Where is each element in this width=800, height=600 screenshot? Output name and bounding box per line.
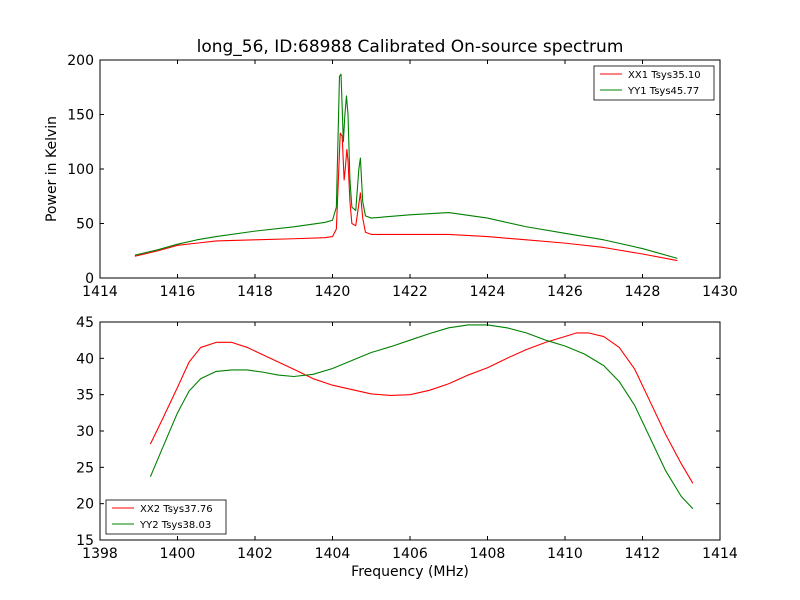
- top-legend: XX1 Tsys35.10 YY1 Tsys45.77: [593, 65, 715, 101]
- bottom-panel-ticks: 1398 1400 1402 1404 1406 1408 1410 1412 1414 15 20…: [76, 315, 738, 562]
- bottom-y-tick-label: 40: [76, 351, 94, 367]
- bottom-x-tick-label: 1398: [82, 546, 118, 562]
- bottom-series-line-2: [149, 324, 694, 510]
- top-x-tick-label: 1418: [237, 284, 273, 300]
- top-series-line-1: [134, 132, 678, 262]
- bottom-x-tick-label: 1414: [702, 546, 738, 562]
- top-x-tick-label: 1420: [315, 284, 351, 300]
- top-panel: 1414 1416 1418 1420 1422 1424 1426 1428 1430 0 50 1…: [44, 53, 738, 300]
- top-x-tick-label: 1422: [392, 284, 428, 300]
- top-x-tick-label: 1428: [625, 284, 661, 300]
- bottom-x-tick-label: 1412: [625, 546, 661, 562]
- bottom-x-tick-label: 1410: [547, 546, 583, 562]
- bottom-legend: XX2 Tsys37.76 YY2 Tsys38.03: [105, 499, 227, 535]
- top-y-tick-label: 200: [67, 53, 94, 69]
- top-x-tick-label: 1426: [547, 284, 583, 300]
- top-panel-lines: [134, 73, 678, 262]
- top-x-tick-label: 1430: [702, 284, 738, 300]
- bottom-panel-lines: [149, 324, 694, 510]
- top-y-tick-label: 0: [85, 271, 94, 287]
- bottom-y-tick-label: 35: [76, 388, 94, 404]
- legend-label-xx1: XX1 Tsys35.10: [628, 70, 701, 81]
- top-series-line-2: [134, 73, 678, 259]
- bottom-x-axis-label: Frequency (MHz): [351, 564, 469, 580]
- top-x-tick-label: 1416: [160, 284, 196, 300]
- legend-label-xx2: XX2 Tsys37.76: [140, 504, 213, 515]
- bottom-y-tick-label: 15: [76, 533, 94, 549]
- chart-title: long_56, ID:68988 Calibrated On-source s…: [197, 37, 624, 57]
- top-y-tick-label: 50: [76, 217, 94, 233]
- bottom-series-line-1: [149, 332, 694, 484]
- top-legend-box: [593, 65, 715, 101]
- legend-label-yy2: YY2 Tsys38.03: [139, 520, 211, 531]
- top-x-tick-label: 1424: [470, 284, 506, 300]
- bottom-y-tick-label: 45: [76, 315, 94, 331]
- bottom-x-tick-label: 1404: [315, 546, 351, 562]
- top-y-axis-label: Power in Kelvin: [44, 116, 60, 222]
- bottom-y-tick-label: 20: [76, 497, 94, 513]
- bottom-y-tick-label: 25: [76, 460, 94, 476]
- legend-label-yy1: YY1 Tsys45.77: [627, 86, 699, 97]
- top-panel-ticks: 1414 1416 1418 1420 1422 1424 1426 1428 1430 0 50 1…: [67, 53, 738, 300]
- bottom-legend-box: [105, 499, 227, 535]
- bottom-x-tick-label: 1408: [470, 546, 506, 562]
- top-y-tick-label: 150: [67, 108, 94, 124]
- top-x-tick-label: 1414: [82, 284, 118, 300]
- top-y-tick-label: 100: [67, 162, 94, 178]
- bottom-panel: 1398 1400 1402 1404 1406 1408 1410 1412 1414 15 20…: [76, 315, 738, 580]
- bottom-x-tick-label: 1402: [237, 546, 273, 562]
- bottom-x-tick-label: 1406: [392, 546, 428, 562]
- bottom-y-tick-label: 30: [76, 424, 94, 440]
- bottom-x-tick-label: 1400: [160, 546, 196, 562]
